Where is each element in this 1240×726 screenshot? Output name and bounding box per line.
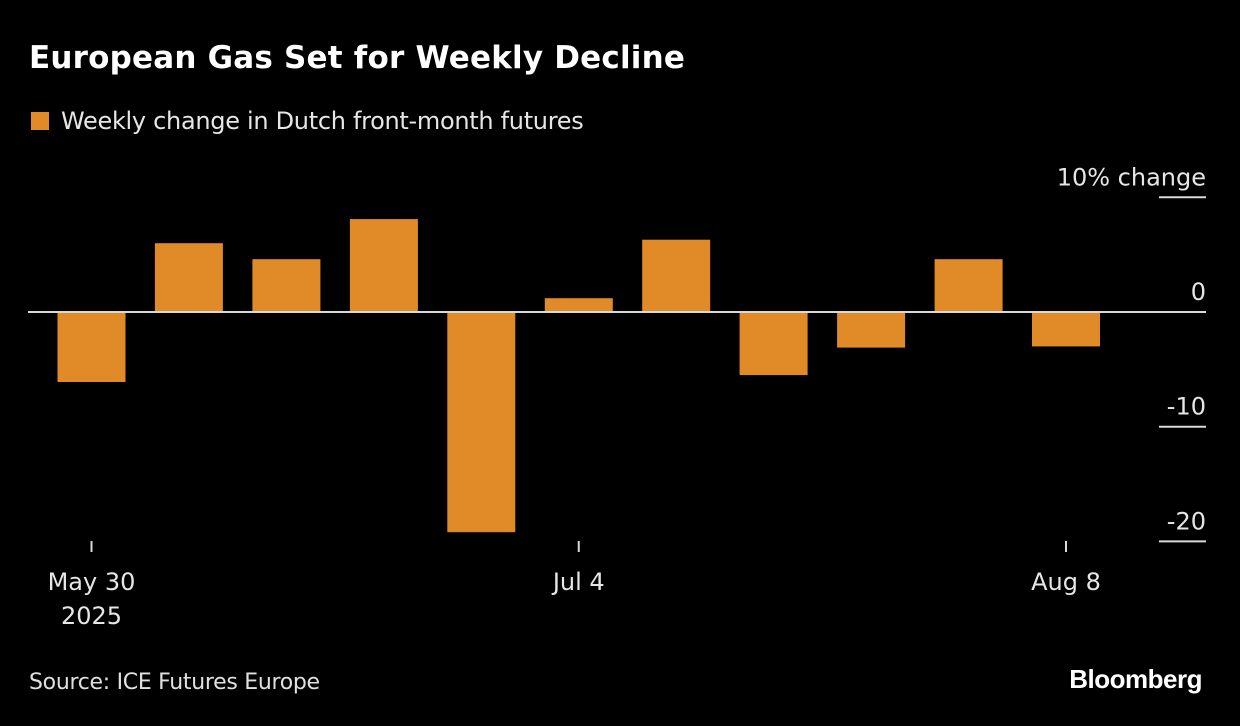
x-axis: May 30 2025 Jul 4 Aug 8 (48, 541, 1101, 630)
chart-title: European Gas Set for Weekly Decline (29, 40, 686, 76)
legend-swatch (31, 112, 49, 130)
bar-jun-20 (349, 219, 418, 312)
bar-jul-4 (544, 298, 613, 312)
legend-label: Weekly change in Dutch front-month futur… (61, 107, 584, 135)
bar-jul-11 (642, 239, 711, 312)
source-note: Source: ICE Futures Europe (29, 670, 320, 695)
x-tick-label: May 30 (48, 568, 136, 596)
y-axis: 10% change 0 -10 -20 (1057, 163, 1206, 543)
bar-aug-1 (934, 259, 1003, 312)
bar-jul-25 (837, 312, 906, 348)
bars-group (57, 219, 1100, 533)
bloomberg-logo: Bloomberg (1069, 664, 1202, 694)
bar-jul-18 (739, 312, 808, 376)
y-tick-label: -20 (1167, 507, 1206, 535)
bar-jun-27 (447, 312, 516, 533)
legend: Weekly change in Dutch front-month futur… (31, 107, 584, 135)
x-tick-label: Jul 4 (551, 568, 605, 596)
bar-jun-13 (252, 259, 321, 312)
x-tick-label: Aug 8 (1031, 568, 1101, 596)
y-tick-label: 10% change (1057, 163, 1206, 191)
y-tick-label: 0 (1191, 278, 1206, 306)
x-tick-sublabel: 2025 (61, 602, 122, 630)
y-tick-label: -10 (1167, 393, 1206, 421)
bar-aug-8 (1032, 312, 1100, 347)
bar-may-30 (57, 312, 126, 382)
bar-jun-6 (154, 243, 223, 312)
